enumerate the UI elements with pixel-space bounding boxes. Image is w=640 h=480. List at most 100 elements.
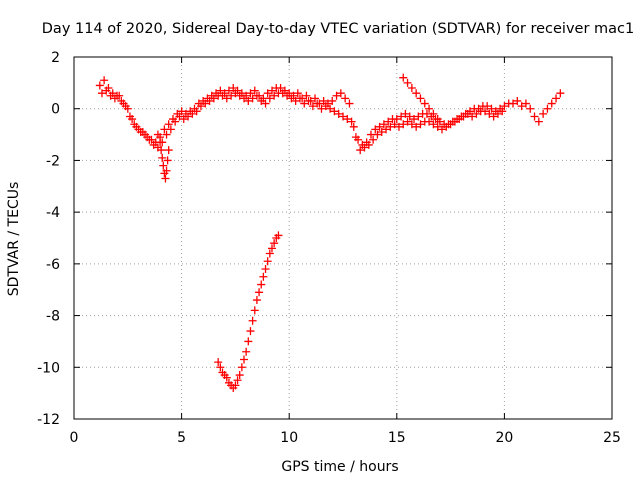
data-point	[259, 272, 268, 281]
data-point	[166, 125, 175, 134]
data-point	[371, 125, 380, 134]
data-point	[530, 112, 539, 121]
data-point	[437, 125, 446, 134]
x-tick-label: 5	[177, 430, 186, 446]
x-tick-label: 10	[280, 430, 298, 446]
data-point	[162, 166, 171, 175]
data-point	[123, 104, 132, 113]
data-point	[317, 104, 326, 113]
data-point	[159, 161, 168, 170]
data-point	[179, 115, 188, 124]
data-point	[240, 355, 249, 364]
data-point	[267, 244, 276, 253]
data-point	[425, 117, 434, 126]
data-point	[278, 89, 287, 98]
data-point	[455, 115, 464, 124]
data-point	[407, 84, 416, 93]
data-point	[242, 347, 251, 356]
data-point	[250, 86, 259, 95]
data-point	[283, 91, 292, 100]
data-point	[145, 135, 154, 144]
data-point	[341, 94, 350, 103]
y-tick-label: -4	[46, 205, 60, 221]
data-point	[265, 249, 274, 258]
data-point	[233, 376, 242, 385]
data-point	[115, 91, 124, 100]
data-point	[416, 120, 425, 129]
y-tick-label: -8	[46, 309, 60, 325]
data-point	[405, 112, 414, 121]
data-point	[509, 99, 518, 108]
data-point	[336, 89, 345, 98]
data-point	[263, 89, 272, 98]
data-point	[149, 140, 158, 149]
data-point	[240, 94, 249, 103]
data-point	[153, 130, 162, 139]
data-point	[481, 107, 490, 116]
data-point	[489, 112, 498, 121]
data-point	[345, 99, 354, 108]
x-tick-label: 20	[495, 430, 513, 446]
data-point	[384, 117, 393, 126]
data-point	[119, 99, 128, 108]
data-point	[257, 96, 266, 105]
data-point	[547, 99, 556, 108]
grid	[74, 57, 612, 419]
plot-frame	[73, 56, 613, 420]
data-point	[161, 174, 170, 183]
data-point	[205, 96, 214, 105]
data-series	[214, 231, 283, 392]
data-point	[163, 156, 172, 165]
data-point	[293, 89, 302, 98]
data-point	[556, 89, 565, 98]
data-point	[274, 231, 283, 240]
y-tick-label: 2	[51, 50, 60, 66]
data-point	[446, 120, 455, 129]
data-point	[263, 257, 272, 266]
data-point	[416, 94, 425, 103]
data-point	[429, 109, 438, 118]
data-series	[97, 86, 507, 155]
data-point	[237, 363, 246, 372]
data-point	[369, 135, 378, 144]
data-point	[450, 117, 459, 126]
data-point	[265, 94, 274, 103]
data-point	[311, 94, 320, 103]
data-point	[295, 94, 304, 103]
data-point	[231, 89, 240, 98]
y-tick-label: -12	[37, 412, 60, 428]
data-point	[218, 91, 227, 100]
data-point	[339, 112, 347, 121]
data-point	[468, 112, 477, 121]
data-point	[100, 76, 109, 85]
data-point	[229, 84, 238, 93]
data-point	[425, 104, 434, 113]
data-point	[227, 91, 236, 100]
data-point	[162, 130, 171, 139]
data-point	[97, 89, 106, 98]
data-point	[209, 94, 218, 103]
y-axis-label: SDTVAR / TECUs	[6, 182, 22, 297]
data-point	[248, 94, 257, 103]
data-point	[171, 117, 180, 126]
data-point	[433, 115, 442, 124]
data-point	[252, 296, 261, 305]
data-point	[498, 107, 507, 116]
data-point	[412, 122, 421, 131]
data-point	[246, 327, 255, 336]
data-point	[248, 316, 257, 325]
x-tick-label: 0	[70, 430, 79, 446]
data-point	[485, 109, 494, 118]
data-point	[188, 109, 197, 118]
data-point	[410, 115, 419, 124]
data-point	[386, 122, 395, 131]
data-point	[319, 96, 328, 105]
data-point	[214, 358, 223, 367]
data-point	[157, 146, 166, 155]
data-point	[326, 104, 335, 113]
data-point	[552, 94, 561, 103]
data-point	[472, 109, 481, 118]
data-point	[261, 99, 270, 108]
data-point	[377, 127, 386, 136]
data-point	[407, 120, 416, 129]
